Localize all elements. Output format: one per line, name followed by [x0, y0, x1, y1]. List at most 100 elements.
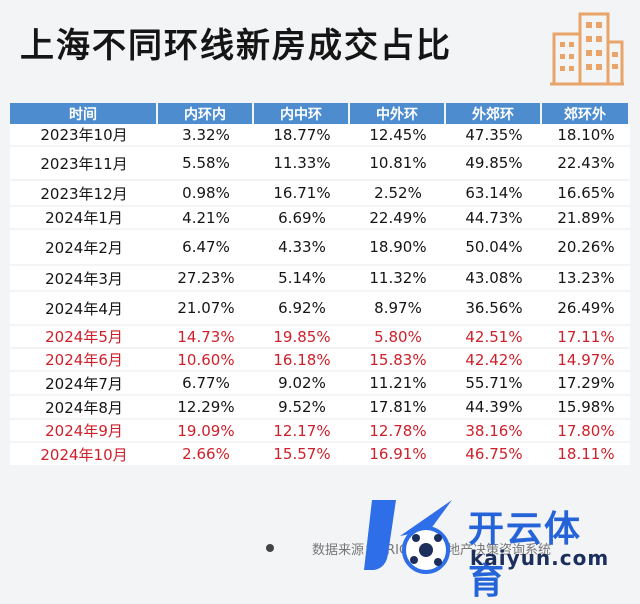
time-cell: 2024年9月: [10, 420, 158, 443]
percent-cell: 27.23%: [158, 266, 254, 292]
logo-url: kaiyun.com: [470, 546, 610, 570]
percent-cell: 15.98%: [542, 396, 630, 420]
building-icon: [550, 12, 624, 86]
table-row: 2024年10月 2.66% 15.57% 16.91% 46.75% 18.11%: [10, 443, 630, 467]
table-row: 2024年6月 10.60% 16.18% 15.83% 42.42% 14.97%: [10, 349, 630, 372]
percent-cell: 8.97%: [350, 292, 446, 326]
percent-cell: 17.80%: [542, 420, 630, 443]
percent-cell: 6.77%: [158, 372, 254, 396]
logo-name: 开云体育: [468, 509, 583, 602]
percent-cell: 6.47%: [158, 230, 254, 266]
percent-cell: 63.14%: [446, 181, 542, 207]
table-row: 2024年7月 6.77% 9.02% 11.21% 55.71% 17.29%: [10, 372, 630, 396]
percent-cell: 49.85%: [446, 147, 542, 181]
table-row: 2023年12月 0.98% 16.71% 2.52% 63.14% 16.65%: [10, 181, 630, 207]
percent-cell: 43.08%: [446, 266, 542, 292]
percent-cell: 16.71%: [254, 181, 350, 207]
percent-cell: 3.32%: [158, 124, 254, 147]
table-header-row: 时间 内环内 内中环 中外环 外郊环 郊环外: [10, 103, 630, 124]
percent-cell: 15.83%: [350, 349, 446, 372]
percent-cell: 10.81%: [350, 147, 446, 181]
percent-cell: 55.71%: [446, 372, 542, 396]
percent-cell: 5.80%: [350, 326, 446, 349]
time-cell: 2024年6月: [10, 349, 158, 372]
column-header: 外郊环: [446, 103, 542, 124]
percent-cell: 6.92%: [254, 292, 350, 326]
time-cell: 2023年11月: [10, 147, 158, 181]
percent-cell: 46.75%: [446, 443, 542, 467]
page-title: 上海不同环线新房成交占比: [20, 26, 452, 66]
table-row: 2024年5月 14.73% 19.85% 5.80% 42.51% 17.11%: [10, 326, 630, 349]
percent-cell: 11.32%: [350, 266, 446, 292]
table-row: 2024年9月 19.09% 12.17% 12.78% 38.16% 17.80%: [10, 420, 630, 443]
percent-cell: 22.43%: [542, 147, 630, 181]
percent-cell: 11.21%: [350, 372, 446, 396]
percent-cell: 22.49%: [350, 207, 446, 230]
percent-cell: 12.78%: [350, 420, 446, 443]
percent-cell: 19.09%: [158, 420, 254, 443]
table-row: 2024年2月 6.47% 4.33% 18.90% 50.04% 20.26%: [10, 230, 630, 266]
percent-cell: 9.02%: [254, 372, 350, 396]
percent-cell: 18.10%: [542, 124, 630, 147]
percent-cell: 47.35%: [446, 124, 542, 147]
time-cell: 2024年1月: [10, 207, 158, 230]
percent-cell: 12.45%: [350, 124, 446, 147]
percent-cell: 19.85%: [254, 326, 350, 349]
column-header: 中外环: [350, 103, 446, 124]
brand-logo: 开云体育 kaiyun.com: [360, 490, 610, 602]
percent-cell: 42.51%: [446, 326, 542, 349]
percent-cell: 18.11%: [542, 443, 630, 467]
table-row: 2023年11月 5.58% 11.33% 10.81% 49.85% 22.43%: [10, 147, 630, 181]
percent-cell: 17.81%: [350, 396, 446, 420]
percent-cell: 4.33%: [254, 230, 350, 266]
percent-cell: 21.07%: [158, 292, 254, 326]
percent-cell: 4.21%: [158, 207, 254, 230]
percent-cell: 18.77%: [254, 124, 350, 147]
percent-cell: 2.66%: [158, 443, 254, 467]
percent-cell: 9.52%: [254, 396, 350, 420]
time-cell: 2024年10月: [10, 443, 158, 467]
time-cell: 2024年4月: [10, 292, 158, 326]
column-header: 郊环外: [542, 103, 630, 124]
percent-cell: 26.49%: [542, 292, 630, 326]
k-ball-logo-icon: [364, 500, 452, 574]
percent-cell: 12.29%: [158, 396, 254, 420]
percent-cell: 44.73%: [446, 207, 542, 230]
time-cell: 2024年7月: [10, 372, 158, 396]
time-cell: 2023年10月: [10, 124, 158, 147]
percent-cell: 10.60%: [158, 349, 254, 372]
percent-cell: 14.97%: [542, 349, 630, 372]
percent-cell: 5.14%: [254, 266, 350, 292]
table-row: 2023年10月 3.32% 18.77% 12.45% 47.35% 18.10%: [10, 124, 630, 147]
percent-cell: 36.56%: [446, 292, 542, 326]
column-header: 时间: [10, 103, 158, 124]
time-cell: 2024年2月: [10, 230, 158, 266]
table-row: 2024年4月 21.07% 6.92% 8.97% 36.56% 26.49%: [10, 292, 630, 326]
percent-cell: 44.39%: [446, 396, 542, 420]
percent-cell: 11.33%: [254, 147, 350, 181]
bullet-dot: [266, 544, 274, 552]
percent-cell: 0.98%: [158, 181, 254, 207]
column-header: 内中环: [254, 103, 350, 124]
percent-cell: 50.04%: [446, 230, 542, 266]
percent-cell: 16.18%: [254, 349, 350, 372]
percent-cell: 20.26%: [542, 230, 630, 266]
percent-cell: 12.17%: [254, 420, 350, 443]
percent-cell: 13.23%: [542, 266, 630, 292]
time-cell: 2024年8月: [10, 396, 158, 420]
time-cell: 2024年3月: [10, 266, 158, 292]
percent-cell: 2.52%: [350, 181, 446, 207]
percent-cell: 17.11%: [542, 326, 630, 349]
percent-cell: 14.73%: [158, 326, 254, 349]
time-cell: 2023年12月: [10, 181, 158, 207]
table-row: 2024年8月 12.29% 9.52% 17.81% 44.39% 15.98%: [10, 396, 630, 420]
percent-cell: 21.89%: [542, 207, 630, 230]
percent-cell: 5.58%: [158, 147, 254, 181]
percent-cell: 16.91%: [350, 443, 446, 467]
data-table: 时间 内环内 内中环 中外环 外郊环 郊环外 2023年10月 3.32% 18.7…: [10, 103, 630, 467]
percent-cell: 15.57%: [254, 443, 350, 467]
percent-cell: 17.29%: [542, 372, 630, 396]
table-row: 2024年3月 27.23% 5.14% 11.32% 43.08% 13.23%: [10, 266, 630, 292]
table-row: 2024年1月 4.21% 6.69% 22.49% 44.73% 21.89%: [10, 207, 630, 230]
column-header: 内环内: [158, 103, 254, 124]
